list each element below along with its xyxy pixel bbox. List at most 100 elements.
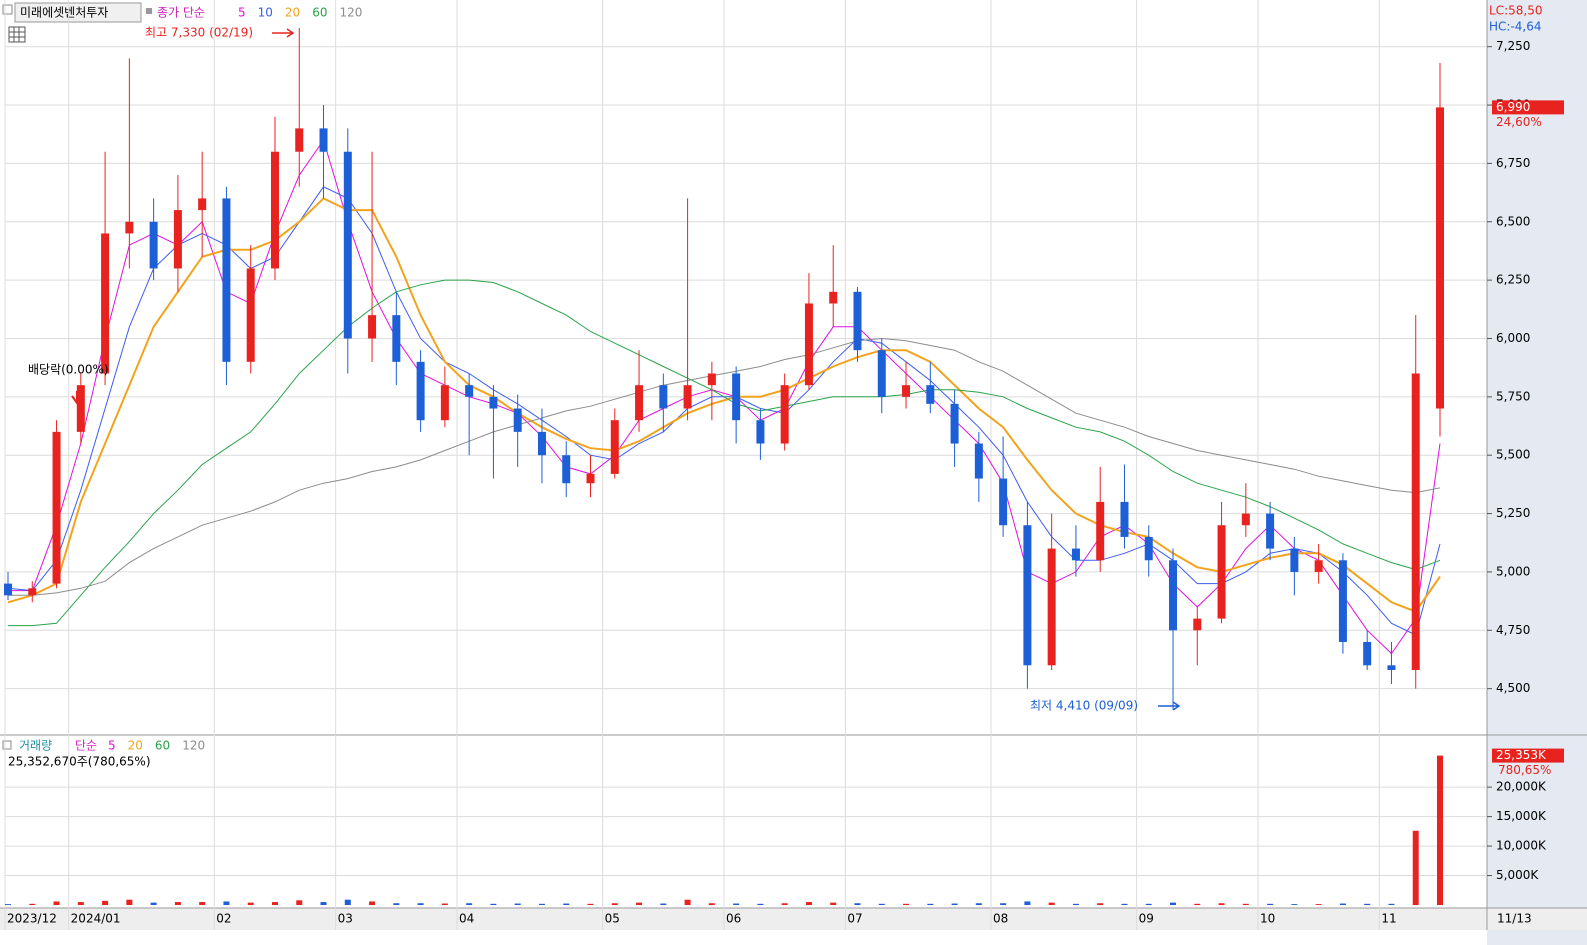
grid-icon-lines[interactable] [9, 27, 25, 42]
y-tick-label: 4,500 [1496, 681, 1530, 695]
last-volume-label: 25,353K [1496, 748, 1547, 762]
volume-bar [369, 901, 376, 905]
candle-body [1314, 560, 1323, 572]
candle-body [270, 151, 279, 269]
annotation-arrow [71, 391, 83, 405]
volume-bar [1364, 903, 1371, 905]
candle-body [125, 221, 134, 234]
volume-bar [951, 903, 958, 905]
volume-bar [1291, 904, 1298, 905]
volume-bar [77, 902, 84, 905]
candle-body [28, 588, 37, 596]
last-price-box [1492, 100, 1564, 115]
candle-body [999, 478, 1008, 526]
legend-entry: 20 [128, 739, 143, 753]
annotation-arrow [272, 28, 295, 38]
x-tick-label: 04 [459, 912, 474, 926]
volume-bar [102, 900, 109, 905]
x-tick-label: 08 [993, 912, 1008, 926]
candle-body [1193, 618, 1202, 631]
last-volume-change: 780,65% [1498, 763, 1551, 777]
volume-bar [1072, 903, 1079, 905]
legend-entry: 120 [182, 739, 205, 753]
volume-bar [1242, 903, 1249, 905]
candle-body [1241, 513, 1250, 526]
candle-body [368, 315, 377, 339]
volume-bar [1024, 901, 1031, 905]
annotation-low: 최저 4,410 (09/09) [1030, 699, 1138, 713]
volume-bar [1412, 830, 1419, 905]
legend-icon [2, 4, 13, 15]
candle-body [586, 473, 595, 484]
volume-bar [393, 903, 400, 905]
volume-subtitle: 25,352,670주(780,65%) [8, 755, 151, 769]
grid-icon[interactable] [8, 26, 26, 43]
x-tick-label: 03 [338, 912, 353, 926]
y-tick-label: 15,000K [1496, 809, 1547, 823]
volume-bar [126, 899, 133, 905]
volume-bar [514, 903, 521, 905]
candle-body [562, 455, 571, 484]
candle-body [1169, 560, 1178, 631]
volume-bar [927, 903, 934, 905]
hc-note: HC:-4,64 [1489, 20, 1542, 34]
volume-bar [1194, 903, 1201, 905]
volume-bar [878, 903, 885, 905]
x-tick-label: 07 [847, 912, 862, 926]
volume-bar [344, 899, 351, 905]
legend-icon [2, 740, 12, 750]
candle-body [295, 128, 304, 152]
ma-line [8, 337, 1441, 596]
x-tick-label: 10 [1260, 912, 1275, 926]
candle-body [149, 221, 158, 269]
volume-bar [174, 902, 181, 905]
volume-bar [830, 902, 837, 905]
x-tick-label: 2024/01 [71, 912, 121, 926]
volume-bar [320, 902, 327, 905]
legend-bullet [146, 8, 152, 14]
volume-bar [271, 902, 278, 905]
candle-body [1217, 525, 1226, 619]
annotation-high: 최고 7,330 (02/19) [145, 26, 253, 40]
volume-bar [1121, 903, 1128, 905]
volume-bar [733, 903, 740, 905]
volume-bar [684, 899, 691, 905]
candle-body [343, 151, 352, 339]
y-tick-label: 4,750 [1496, 623, 1530, 637]
candle-body [1436, 107, 1444, 409]
candle-body [246, 268, 255, 362]
volume-bar [296, 900, 303, 905]
candle-body [756, 420, 765, 444]
annotation-arrow [1158, 701, 1181, 711]
volume-bar [975, 903, 982, 905]
candle-body [1363, 641, 1372, 666]
candle-body [1071, 548, 1080, 561]
volume-bar [1000, 903, 1007, 905]
volume-bar [417, 903, 424, 905]
candle-body [732, 373, 741, 421]
y-tick-label: 6,500 [1496, 214, 1530, 228]
candle-body [1266, 513, 1275, 549]
volume-bar [636, 902, 643, 905]
axis-panel [1487, 0, 1587, 945]
last-change-label: 24,60% [1496, 115, 1542, 129]
grid-icon-frame[interactable] [8, 26, 26, 43]
volume-bar [53, 901, 60, 905]
y-tick-label: 7,250 [1496, 39, 1530, 53]
candle-body [392, 315, 401, 362]
volume-title: 거래량 [19, 739, 52, 753]
candle-body [1120, 501, 1129, 537]
candle-body [1047, 548, 1056, 666]
candle-body [1387, 665, 1396, 670]
stock-name[interactable]: 미래에셋벤처투자 [20, 6, 108, 20]
candle-body [489, 396, 498, 409]
candle-body [1290, 548, 1299, 572]
volume-bar [1048, 902, 1055, 905]
volume-bar [587, 903, 594, 905]
volume-bar [781, 903, 788, 905]
ma-line [7, 197, 1441, 613]
stock-name-box[interactable] [14, 2, 142, 23]
y-tick-label: 5,500 [1496, 448, 1530, 462]
volume-bar [538, 903, 545, 905]
